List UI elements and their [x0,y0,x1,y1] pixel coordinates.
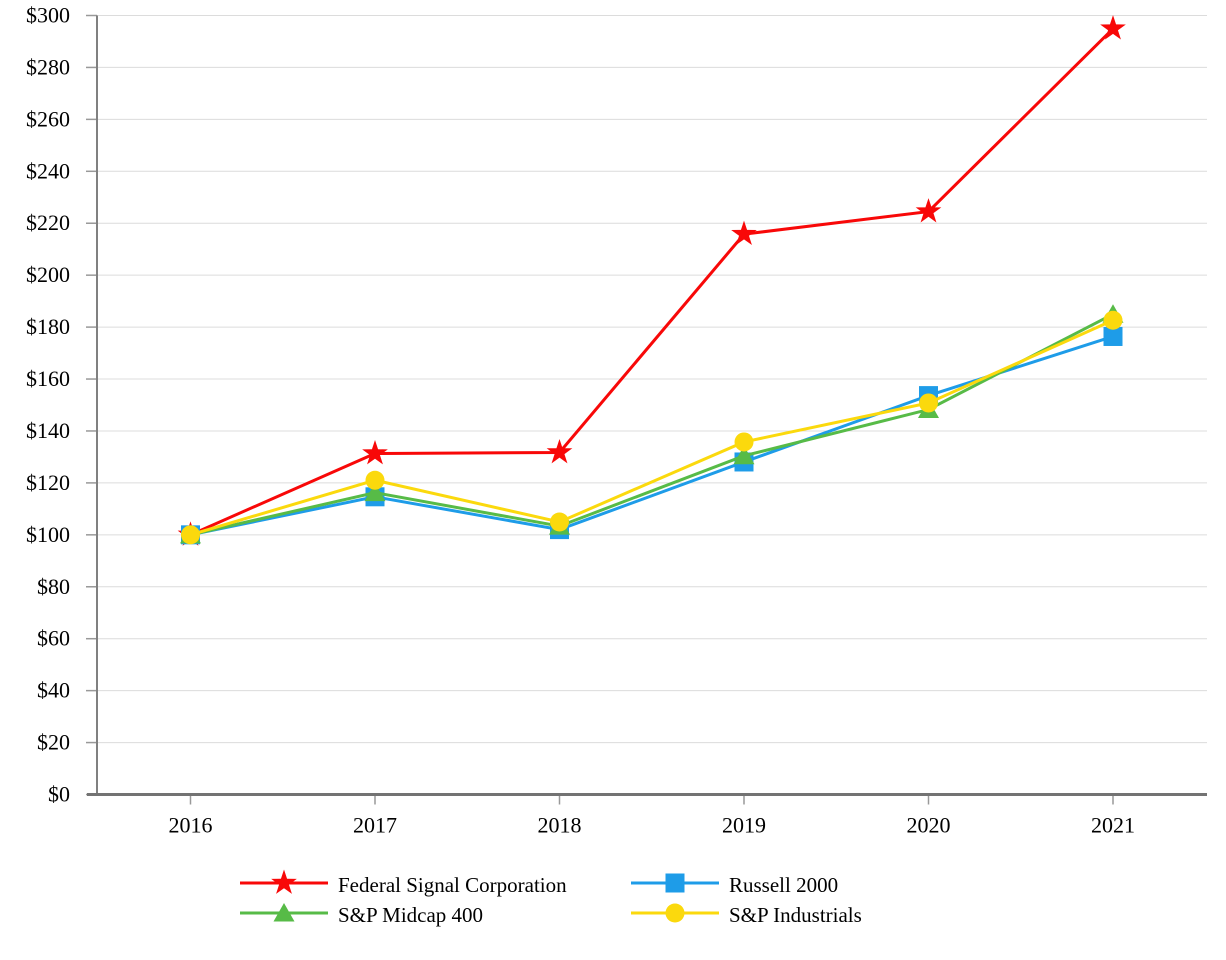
y-tick-label: $300 [26,3,70,28]
square-marker-icon [631,869,719,902]
plot-area: $0 $20 $40 $60 $80 $100 $120 $140 $160 $180 $200 $2… [26,3,1207,838]
circle-marker [919,393,938,413]
series-line [190,318,1114,537]
legend-item-sp-midcap-400: S&P Midcap 400 [240,902,631,928]
circle-marker [1103,310,1123,330]
star-marker [1100,15,1126,40]
y-tick-label: $40 [37,678,70,703]
legend-item-sp-industrials: S&P Industrials [631,902,862,928]
x-tick-label: 2017 [353,813,397,838]
triangle-marker [364,482,386,502]
series-star [177,15,1126,546]
y-tick-label: $280 [26,54,70,79]
star-marker [731,220,757,246]
series-circle [181,310,1123,545]
star-legend-swatch [240,869,328,894]
legend-label: Federal Signal Corporation [338,872,567,897]
series-line [189,27,1115,537]
x-tick-label: 2018 [538,813,582,838]
star-marker [546,438,573,464]
y-tick-label: $140 [26,418,70,443]
triangle-marker-icon [240,899,328,932]
x-tick-label: 2016 [169,813,213,838]
circle-marker-icon [631,899,719,932]
y-tick-label: $240 [26,158,70,183]
circle-marker [550,512,569,532]
legend-label: Russell 2000 [729,872,839,897]
y-tick-label: $160 [26,366,70,391]
triangle-marker [733,445,755,465]
x-tick-label: 2019 [722,813,766,838]
star-marker [271,869,297,894]
x-tick-label: 2021 [1091,813,1135,838]
star-marker-icon [240,869,328,902]
y-tick-label: $60 [37,626,70,651]
triangle-legend-swatch [240,902,328,921]
y-tick-label: $120 [26,470,70,495]
y-tick-label: $220 [26,210,70,235]
star-marker [362,440,388,465]
y-tick-label: $260 [26,106,70,131]
series-line [190,335,1114,537]
y-tick-label: $20 [37,730,70,755]
y-tick-label: $100 [26,522,70,547]
legend-label: S&P Midcap 400 [338,902,484,927]
star-marker [915,198,942,223]
circle-marker [734,432,754,452]
legend-label: S&P Industrials [729,902,862,927]
triangle-marker [273,902,295,921]
series-line [190,312,1114,537]
circle-marker [181,525,200,545]
y-tick-label: $0 [48,782,70,807]
y-tick-label: $80 [37,574,70,599]
circle-legend-swatch [631,903,719,922]
circle-marker [665,903,685,922]
legend-item-russell-2000: Russell 2000 [631,872,862,898]
square-marker [665,873,685,892]
circle-marker [365,470,385,490]
square-marker [1103,326,1123,346]
series-square [181,326,1123,545]
y-tick-label: $180 [26,314,70,339]
legend-item-federal-signal: Federal Signal Corporation [240,869,631,898]
x-tick-label: 2020 [907,813,951,838]
chart-legend: Federal Signal Corporation Russell 2000 … [240,869,862,928]
square-legend-swatch [631,873,719,892]
y-tick-label: $200 [26,262,70,287]
